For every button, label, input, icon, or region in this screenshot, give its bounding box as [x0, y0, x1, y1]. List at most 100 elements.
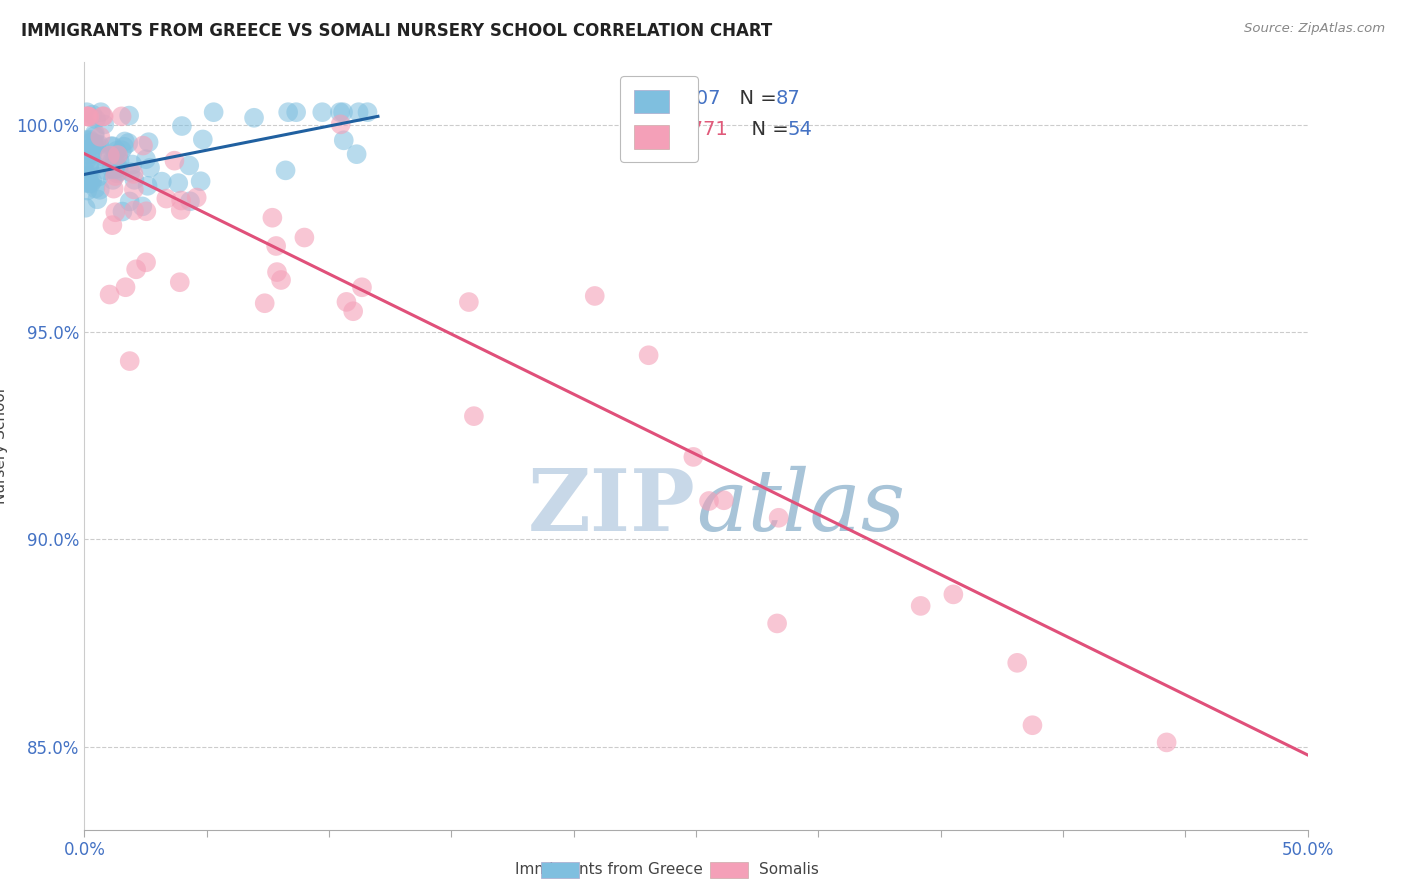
Point: [89, 129, 111, 144]
Point: [107, 161, 129, 176]
Point: [163, 153, 186, 168]
Point: [122, 167, 145, 181]
Point: [98, 148, 121, 162]
Point: [79, 147, 101, 161]
Text: Somalis: Somalis: [759, 863, 820, 877]
Text: N =: N =: [738, 120, 794, 139]
Point: [120, 165, 142, 179]
Point: [1021, 718, 1043, 732]
Text: 87: 87: [776, 89, 800, 108]
Point: [170, 119, 193, 133]
Point: [131, 199, 153, 213]
Point: [277, 105, 299, 120]
Point: [335, 294, 357, 309]
Point: [329, 117, 352, 131]
Point: [76, 109, 98, 123]
Point: [76, 184, 98, 198]
Text: ZIP: ZIP: [529, 466, 696, 549]
Point: [101, 139, 124, 153]
Text: -0.771: -0.771: [665, 120, 728, 139]
Text: IMMIGRANTS FROM GREECE VS SOMALI NURSERY SCHOOL CORRELATION CHART: IMMIGRANTS FROM GREECE VS SOMALI NURSERY…: [21, 22, 772, 40]
Point: [202, 105, 225, 120]
Point: [103, 163, 125, 178]
Point: [104, 205, 127, 219]
Point: [179, 158, 201, 172]
Point: [139, 161, 162, 175]
Point: [135, 255, 157, 269]
Point: [243, 111, 266, 125]
Point: [682, 450, 704, 464]
Point: [77, 169, 100, 184]
Point: [292, 230, 315, 244]
Point: [713, 493, 735, 508]
Point: [356, 105, 378, 120]
Point: [766, 616, 789, 631]
Point: [84, 159, 107, 173]
Point: [89, 183, 111, 197]
Point: [138, 135, 160, 149]
Point: [97, 149, 120, 163]
Point: [114, 135, 136, 149]
Point: [118, 109, 141, 123]
Point: [105, 144, 128, 158]
Point: [942, 587, 965, 601]
Point: [910, 599, 932, 613]
Point: [104, 169, 127, 183]
Point: [583, 289, 606, 303]
Text: Source: ZipAtlas.com: Source: ZipAtlas.com: [1244, 22, 1385, 36]
Point: [110, 109, 132, 123]
Point: [155, 192, 177, 206]
Point: [150, 175, 173, 189]
Point: [262, 211, 284, 225]
Point: [80, 146, 103, 161]
Point: [114, 280, 136, 294]
Point: [80, 177, 103, 191]
Point: [76, 143, 98, 157]
Point: [329, 105, 352, 120]
Point: [191, 132, 214, 146]
Text: 0.407: 0.407: [665, 89, 721, 108]
Point: [75, 176, 97, 190]
Point: [124, 173, 146, 187]
Point: [637, 348, 659, 362]
Point: [108, 164, 131, 178]
Point: [346, 147, 368, 161]
Point: [332, 105, 354, 120]
Point: [111, 143, 134, 157]
Point: [79, 133, 101, 147]
Point: [94, 163, 117, 178]
Text: R =: R =: [623, 120, 665, 139]
Point: [135, 152, 157, 166]
Point: [93, 117, 115, 131]
Point: [768, 510, 790, 524]
Point: [77, 109, 100, 123]
Point: [83, 128, 105, 143]
Point: [121, 157, 143, 171]
Point: [190, 174, 212, 188]
Point: [101, 153, 124, 167]
Point: [167, 176, 190, 190]
Point: [103, 181, 125, 195]
Legend: , : ,: [620, 76, 697, 162]
Text: N =: N =: [727, 89, 783, 108]
Text: R =: R =: [623, 89, 665, 108]
Point: [77, 161, 100, 175]
Point: [108, 154, 131, 169]
Point: [75, 133, 97, 147]
Point: [82, 174, 104, 188]
Point: [1005, 656, 1028, 670]
Point: [169, 275, 191, 289]
Point: [79, 173, 101, 187]
Point: [105, 166, 128, 180]
Point: [83, 126, 105, 140]
Point: [104, 153, 127, 167]
Point: [76, 109, 98, 123]
Point: [350, 280, 373, 294]
Text: Immigrants from Greece: Immigrants from Greece: [515, 863, 703, 877]
Point: [117, 136, 139, 150]
Point: [101, 218, 124, 232]
Point: [285, 105, 308, 120]
Point: [125, 262, 148, 277]
Point: [122, 203, 145, 218]
Point: [76, 153, 98, 167]
